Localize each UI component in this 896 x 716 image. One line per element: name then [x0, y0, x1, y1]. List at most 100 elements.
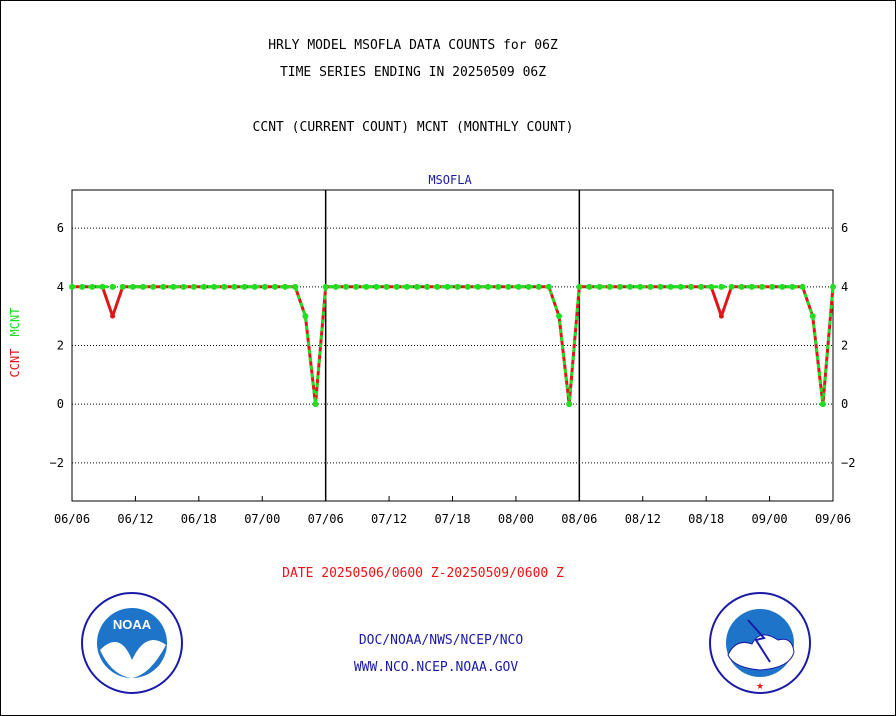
data-point-mcnt [119, 283, 126, 290]
y-tick-label-right: 0 [841, 397, 848, 411]
x-tick-label: 08/06 [561, 512, 597, 526]
data-point-mcnt [434, 283, 441, 290]
data-point-mcnt [393, 283, 400, 290]
data-point-mcnt [424, 283, 431, 290]
noaa-logo: NOAA [81, 592, 183, 694]
y-tick-label-left: −2 [50, 456, 64, 470]
data-point-mcnt [708, 283, 715, 290]
data-point-mcnt [454, 283, 461, 290]
data-point-mcnt [79, 283, 86, 290]
y-tick-label-right: 2 [841, 339, 848, 353]
data-point-mcnt [779, 283, 786, 290]
credit-line-2: WWW.NCO.NCEP.NOAA.GOV [353, 660, 519, 675]
x-tick-label: 06/12 [117, 512, 153, 526]
data-point-mcnt [170, 283, 177, 290]
data-point-mcnt [332, 283, 339, 290]
data-point-mcnt [342, 283, 349, 290]
data-point-mcnt [200, 283, 207, 290]
data-point-mcnt [485, 283, 492, 290]
data-point-mcnt [596, 283, 603, 290]
x-tick-label: 07/00 [244, 512, 280, 526]
data-point-mcnt [190, 283, 197, 290]
data-point-mcnt [464, 283, 471, 290]
data-point-mcnt [474, 283, 481, 290]
data-point-mcnt [637, 283, 644, 290]
nws-logo: ★ [709, 592, 811, 694]
x-tick-label: 07/12 [371, 512, 407, 526]
data-point-mcnt [545, 283, 552, 290]
data-point-mcnt [69, 283, 75, 290]
data-point-mcnt [556, 313, 563, 320]
data-point-mcnt [251, 283, 258, 290]
x-tick-label: 08/12 [625, 512, 661, 526]
data-point-mcnt [769, 283, 776, 290]
data-point-mcnt [292, 283, 299, 290]
x-tick-label: 07/18 [434, 512, 470, 526]
data-point-mcnt [677, 283, 684, 290]
data-point-mcnt [718, 283, 725, 290]
data-point-mcnt [687, 283, 694, 290]
y-tick-label-left: 0 [57, 397, 64, 411]
data-point-mcnt [698, 283, 705, 290]
data-point-mcnt [129, 283, 136, 290]
chart-title-line1: HRLY MODEL MSOFLA DATA COUNTS for 06Z [268, 38, 558, 53]
data-point-mcnt [353, 283, 360, 290]
credit-line-1: DOC/NOAA/NWS/NCEP/NCO [358, 633, 524, 648]
data-point-mcnt [312, 401, 319, 408]
data-point-mcnt [241, 283, 248, 290]
data-point-ccnt [110, 313, 116, 319]
data-point-mcnt [616, 283, 623, 290]
chart-title-line2: TIME SERIES ENDING IN 20250509 06Z [279, 65, 547, 80]
data-point-mcnt [89, 283, 96, 290]
data-point-mcnt [566, 401, 573, 408]
data-point-mcnt [586, 283, 593, 290]
data-point-mcnt [627, 283, 634, 290]
data-point-mcnt [515, 283, 522, 290]
data-point-mcnt [444, 283, 451, 290]
x-tick-label: 06/18 [181, 512, 217, 526]
data-point-mcnt [383, 283, 390, 290]
data-point-mcnt [363, 283, 370, 290]
data-point-mcnt [180, 283, 187, 290]
y-tick-label-left: 4 [57, 280, 64, 294]
data-point-mcnt [231, 283, 238, 290]
data-point-mcnt [211, 283, 218, 290]
data-point-mcnt [322, 283, 329, 290]
data-point-mcnt [728, 283, 735, 290]
y-axis-label-ccnt: CCNT [8, 349, 22, 378]
date-range-label: DATE 20250506/0600 Z-20250509/0600 Z [282, 566, 564, 581]
data-point-mcnt [809, 313, 816, 320]
y-tick-label-right: 4 [841, 280, 848, 294]
data-point-mcnt [261, 283, 268, 290]
data-point-mcnt [150, 283, 157, 290]
data-point-mcnt [99, 283, 106, 290]
svg-text:NOAA: NOAA [113, 617, 152, 632]
data-point-mcnt [109, 283, 116, 290]
data-point-mcnt [495, 283, 502, 290]
plot-title: MSOFLA [428, 173, 472, 187]
svg-text:★: ★ [756, 681, 764, 691]
x-tick-label: 08/00 [498, 512, 534, 526]
x-tick-label: 09/06 [815, 512, 851, 526]
x-tick-label: 07/06 [308, 512, 344, 526]
data-point-mcnt [271, 283, 278, 290]
data-point-mcnt [282, 283, 289, 290]
y-tick-label-right: 6 [841, 221, 848, 235]
data-point-mcnt [748, 283, 755, 290]
data-point-mcnt [525, 283, 532, 290]
x-tick-label: 09/00 [752, 512, 788, 526]
y-axis-label-mcnt: MCNT [8, 308, 22, 337]
y-tick-label-left: 6 [57, 221, 64, 235]
data-point-mcnt [819, 401, 826, 408]
y-tick-label-right: −2 [841, 456, 855, 470]
series-line-mcnt [72, 285, 835, 406]
data-point-mcnt [830, 283, 836, 290]
data-point-mcnt [140, 283, 147, 290]
data-point-ccnt [718, 313, 724, 319]
data-point-mcnt [505, 283, 512, 290]
y-tick-label-left: 2 [57, 339, 64, 353]
data-point-mcnt [373, 283, 380, 290]
data-point-mcnt [799, 283, 806, 290]
x-tick-label: 06/06 [54, 512, 90, 526]
